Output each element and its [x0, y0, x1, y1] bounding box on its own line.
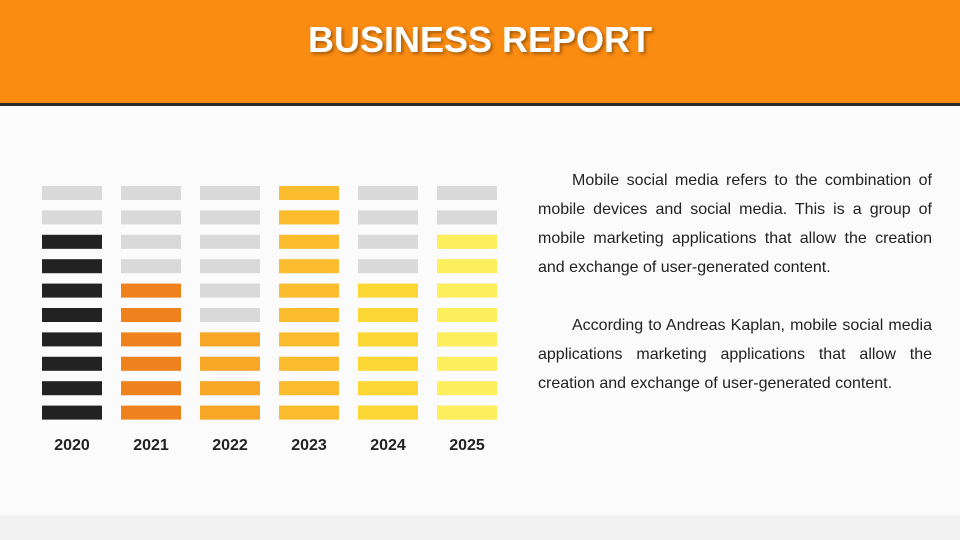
block: [121, 308, 181, 322]
block: [279, 259, 339, 274]
block: [42, 234, 102, 249]
slide-title: BUSINESS REPORT: [307, 19, 653, 60]
block: [437, 356, 497, 371]
x-tick-label: 2025: [449, 437, 485, 454]
block: [200, 405, 260, 420]
empty-block: [42, 186, 102, 200]
x-tick-label: 2021: [133, 437, 169, 454]
column: [121, 283, 181, 420]
block: [279, 186, 339, 200]
block: [358, 283, 418, 298]
column: [437, 234, 497, 420]
x-tick-label: 2020: [54, 437, 90, 454]
block: [121, 332, 181, 347]
block: [121, 405, 181, 420]
block: [279, 405, 339, 420]
x-tick-label: 2023: [291, 437, 327, 454]
block: [200, 356, 260, 371]
block: [358, 308, 418, 322]
empty-block: [200, 186, 260, 200]
block: [42, 308, 102, 322]
block: [358, 332, 418, 347]
empty-block: [121, 186, 181, 200]
block: [42, 283, 102, 298]
block: [279, 332, 339, 347]
text-block: Mobile social media refers to the combin…: [538, 166, 932, 427]
column: [200, 332, 260, 420]
block: [200, 332, 260, 347]
empty-block: [200, 210, 260, 225]
empty-block: [200, 308, 260, 322]
block: [121, 283, 181, 298]
empty-block: [121, 210, 181, 225]
empty-block: [358, 259, 418, 274]
block: [358, 405, 418, 420]
empty-block: [200, 259, 260, 274]
block: [200, 381, 260, 396]
block: [279, 356, 339, 371]
block: [437, 259, 497, 274]
column: [42, 234, 102, 420]
x-tick-label: 2024: [370, 437, 406, 454]
column: [358, 283, 418, 420]
block: [42, 356, 102, 371]
block: [279, 381, 339, 396]
block: [437, 234, 497, 249]
x-tick-label: 2022: [212, 437, 248, 454]
block: [42, 381, 102, 396]
block: [279, 283, 339, 298]
empty-block: [200, 234, 260, 249]
block: [42, 405, 102, 420]
empty-block: [358, 186, 418, 200]
block: [279, 234, 339, 249]
chart: 2020 2021 2022 2023 2024 2025: [42, 186, 497, 454]
block: [437, 405, 497, 420]
footer-strip: [0, 515, 960, 540]
block: [279, 210, 339, 225]
empty-block: [200, 283, 260, 298]
empty-block: [437, 186, 497, 200]
block: [437, 332, 497, 347]
empty-block: [358, 210, 418, 225]
empty-block: [121, 234, 181, 249]
block: [358, 356, 418, 371]
block: [437, 308, 497, 322]
paragraph: According to Andreas Kaplan, mobile soci…: [538, 317, 932, 392]
block: [358, 381, 418, 396]
block: [121, 356, 181, 371]
empty-block: [42, 210, 102, 225]
empty-block: [121, 259, 181, 274]
block: [437, 283, 497, 298]
header-band: BUSINESS REPORT: [0, 0, 960, 106]
block: [121, 381, 181, 396]
block: [437, 381, 497, 396]
block: [279, 308, 339, 322]
column: [279, 186, 339, 420]
empty-block: [358, 234, 418, 249]
block: [42, 332, 102, 347]
paragraph: Mobile social media refers to the combin…: [538, 172, 932, 276]
empty-block: [437, 210, 497, 225]
block: [42, 259, 102, 274]
